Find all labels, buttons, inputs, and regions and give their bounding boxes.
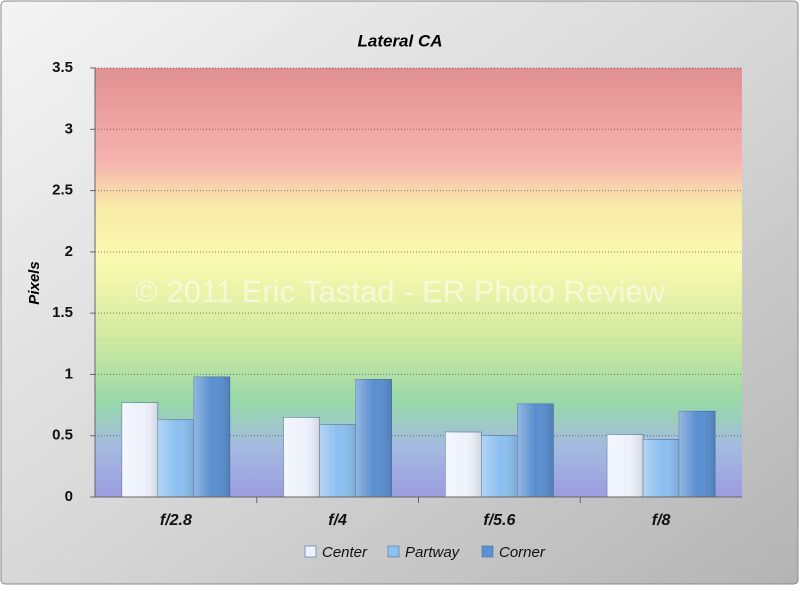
legend-swatch [304, 545, 317, 558]
bar [157, 419, 195, 498]
x-tick-label: f/4 [328, 512, 347, 529]
x-tick-label: f/2.8 [160, 512, 192, 529]
x-tick-label: f/8 [652, 512, 671, 529]
x-tick-label: f/5.6 [483, 512, 515, 529]
legend-label: Center [322, 544, 368, 561]
legend-swatch [481, 545, 494, 558]
y-tick-label: 3 [65, 120, 73, 137]
bar [283, 417, 320, 498]
bar [606, 434, 644, 498]
bar [355, 379, 392, 498]
y-tick-label: 3.5 [52, 59, 73, 76]
y-axis-label: Pixels [26, 261, 43, 304]
watermark: © 2011 Eric Tastad - ER Photo Review [135, 274, 666, 309]
bar [481, 435, 518, 498]
bar [445, 431, 482, 498]
y-tick-label: 0 [65, 488, 73, 505]
bar [678, 410, 716, 498]
legend-swatch [387, 545, 400, 558]
bar [193, 376, 231, 498]
legend-label: Corner [499, 544, 546, 561]
bar [517, 403, 554, 498]
chart-title: Lateral CA [357, 31, 442, 50]
y-tick-label: 1 [65, 365, 73, 382]
y-tick-label: 2 [65, 243, 73, 260]
y-tick-label: 0.5 [52, 427, 73, 444]
legend-label: Partway [405, 544, 461, 561]
y-tick-label: 1.5 [52, 304, 73, 321]
bar [319, 424, 356, 498]
bar [642, 439, 680, 498]
y-tick-label: 2.5 [52, 182, 73, 199]
bar [121, 402, 159, 498]
